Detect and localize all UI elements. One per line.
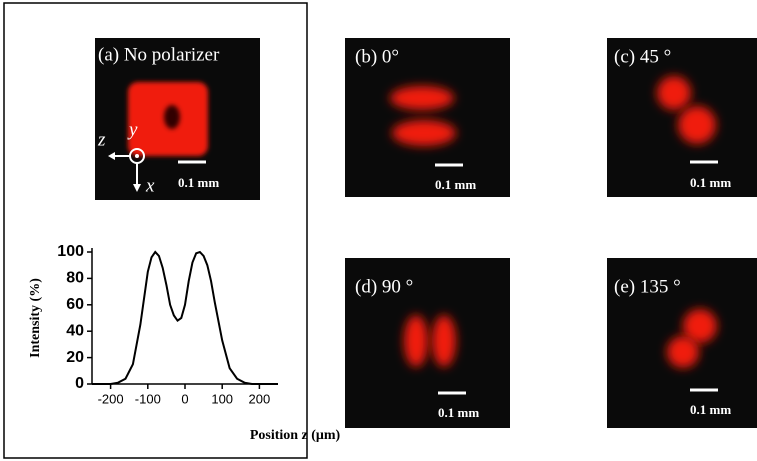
panel-a: (a) No polarizer 0.1 mm z y x xyxy=(95,38,260,200)
x-tick-label: 200 xyxy=(249,391,271,406)
x-tick-label: 100 xyxy=(211,391,233,406)
intensity-line xyxy=(92,252,278,384)
y-tick-label: 100 xyxy=(57,243,84,260)
scale-label: 0.1 mm xyxy=(690,402,731,417)
panel-label: (c) 45 ° xyxy=(614,46,671,67)
scale-label: 0.1 mm xyxy=(435,177,476,192)
panel-label: (a) No polarizer xyxy=(98,44,220,65)
y-tick-label: 40 xyxy=(66,322,84,339)
x-axis-label: Position z (μm) xyxy=(250,428,341,443)
scale-label: 0.1 mm xyxy=(690,175,731,190)
figure-svg: (a) No polarizer 0.1 mm z y x (b) 0° 0.1… xyxy=(0,0,757,461)
axis-z: z xyxy=(97,129,106,150)
y-tick-label: 0 xyxy=(75,375,84,392)
panel-label: (b) 0° xyxy=(355,46,399,67)
scale-label: 0.1 mm xyxy=(178,175,219,190)
panel-e: (e) 135 ° 0.1 mm xyxy=(607,258,757,428)
panel-c: (c) 45 ° 0.1 mm xyxy=(607,38,757,197)
x-tick-label: -200 xyxy=(98,391,124,406)
axis-y: y xyxy=(127,119,138,140)
axis-x: x xyxy=(145,175,155,196)
line-chart: Position z (μm) Intensity (%) 0 20 40 60 80 1… xyxy=(28,243,340,443)
x-tick-label: -100 xyxy=(135,391,161,406)
panel-b: (b) 0° 0.1 mm xyxy=(345,38,510,197)
y-tick-label: 80 xyxy=(66,270,84,287)
y-axis-label: Intensity (%) xyxy=(28,278,43,358)
figure: (a) No polarizer 0.1 mm z y x (b) 0° 0.1… xyxy=(0,0,757,461)
scale-label: 0.1 mm xyxy=(438,405,479,420)
panel-label: (d) 90 ° xyxy=(355,276,413,297)
panel-d: (d) 90 ° 0.1 mm xyxy=(345,258,510,428)
x-tick-label: 0 xyxy=(181,391,188,406)
y-tick-label: 60 xyxy=(66,296,84,313)
y-tick-label: 20 xyxy=(66,349,84,366)
panel-label: (e) 135 ° xyxy=(614,276,681,297)
